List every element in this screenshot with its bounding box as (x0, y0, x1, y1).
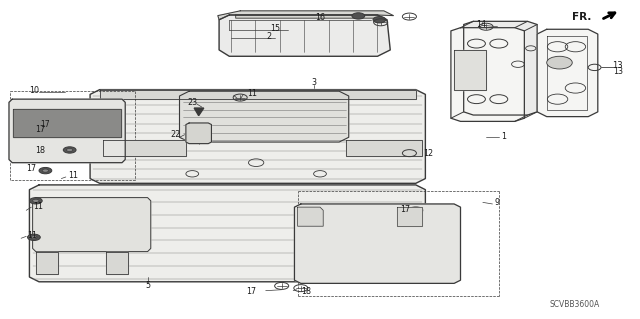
Polygon shape (298, 207, 323, 226)
Text: 11: 11 (28, 231, 38, 240)
Polygon shape (194, 108, 204, 116)
Circle shape (39, 167, 52, 174)
Text: FR.: FR. (572, 11, 591, 22)
Text: SCVBB3600A: SCVBB3600A (550, 300, 600, 308)
Text: 9: 9 (494, 198, 499, 207)
Circle shape (63, 122, 76, 128)
Text: 18: 18 (301, 287, 311, 296)
Text: 11: 11 (246, 89, 257, 98)
Text: 11: 11 (68, 171, 78, 180)
Polygon shape (218, 11, 394, 20)
Circle shape (67, 148, 73, 152)
Text: 14: 14 (476, 20, 486, 29)
Circle shape (28, 234, 40, 241)
Polygon shape (236, 15, 384, 18)
Text: 2: 2 (266, 33, 271, 41)
Text: 22: 22 (170, 130, 180, 138)
Text: 13: 13 (613, 67, 623, 76)
Polygon shape (90, 90, 426, 183)
Polygon shape (36, 252, 58, 274)
Circle shape (33, 199, 39, 202)
Text: 17: 17 (246, 287, 257, 296)
Polygon shape (29, 185, 426, 282)
Polygon shape (397, 207, 422, 226)
Text: 17: 17 (35, 125, 45, 134)
Circle shape (31, 236, 37, 239)
Polygon shape (13, 109, 121, 137)
Polygon shape (294, 204, 461, 283)
Polygon shape (219, 15, 390, 56)
Text: 15: 15 (270, 24, 280, 33)
Polygon shape (186, 123, 211, 144)
Polygon shape (451, 28, 524, 122)
Circle shape (352, 13, 365, 19)
Polygon shape (106, 252, 129, 274)
Polygon shape (9, 99, 125, 163)
Circle shape (67, 131, 73, 134)
Circle shape (42, 169, 49, 172)
Polygon shape (103, 140, 186, 156)
Text: 5: 5 (145, 281, 150, 290)
Circle shape (547, 56, 572, 69)
Polygon shape (464, 21, 537, 115)
Text: 17: 17 (401, 204, 411, 213)
Text: 18: 18 (35, 146, 45, 155)
Text: 1: 1 (500, 132, 506, 141)
Circle shape (63, 147, 76, 153)
Circle shape (63, 129, 76, 136)
Text: 17: 17 (26, 164, 36, 173)
Text: 12: 12 (424, 149, 434, 158)
Text: 16: 16 (315, 13, 325, 22)
Polygon shape (537, 29, 598, 117)
Text: 17: 17 (40, 120, 50, 129)
Circle shape (29, 197, 42, 204)
Text: 11: 11 (33, 202, 43, 211)
Polygon shape (100, 90, 416, 99)
Text: 3: 3 (311, 78, 316, 87)
Text: 13: 13 (612, 61, 622, 70)
Circle shape (373, 17, 386, 23)
Polygon shape (454, 50, 486, 90)
Text: 23: 23 (188, 98, 197, 107)
Polygon shape (33, 197, 151, 252)
Polygon shape (179, 91, 349, 142)
Polygon shape (346, 140, 422, 156)
Text: 10: 10 (29, 86, 40, 95)
